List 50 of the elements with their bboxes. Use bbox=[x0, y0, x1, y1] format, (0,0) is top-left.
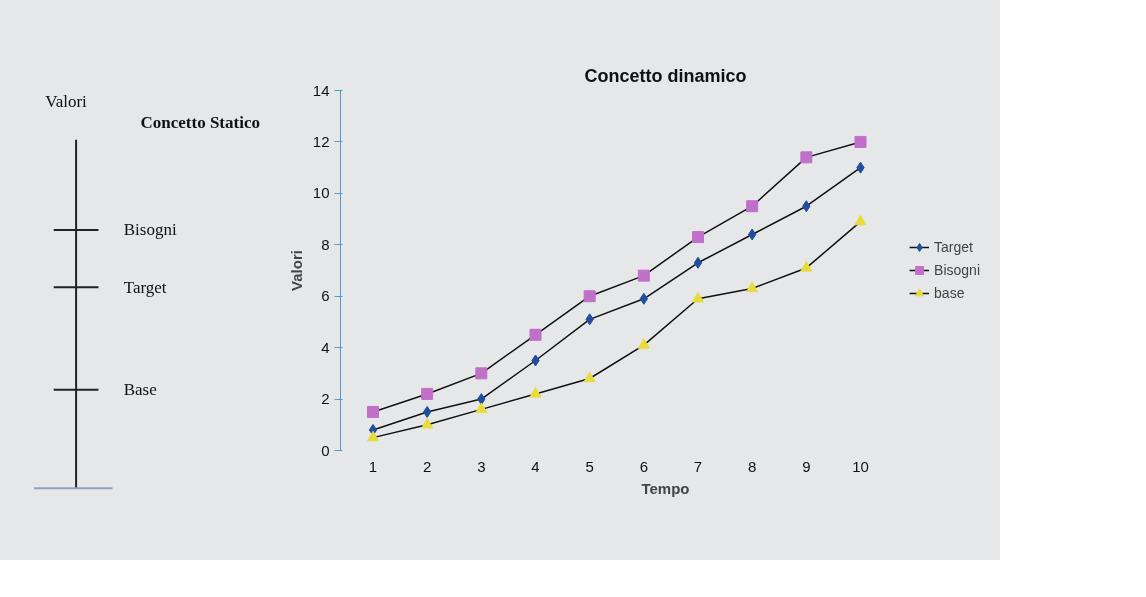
x-tick-label: 4 bbox=[531, 457, 540, 475]
point bbox=[475, 367, 488, 380]
text: Concetto Statico bbox=[140, 112, 260, 132]
point bbox=[800, 261, 813, 272]
x-tick-label: 3 bbox=[477, 457, 486, 475]
point bbox=[854, 214, 867, 226]
y-tick-label: 12 bbox=[312, 132, 330, 150]
x-tick-label: 7 bbox=[693, 457, 703, 475]
legend-label: Target bbox=[934, 239, 973, 255]
point bbox=[421, 387, 434, 400]
x-tick-label: 10 bbox=[852, 457, 869, 475]
y-tick-label: 2 bbox=[321, 390, 330, 408]
text: Base bbox=[123, 380, 157, 400]
x-tick-label: 1 bbox=[368, 457, 378, 475]
point bbox=[800, 151, 813, 164]
text: Bisogni bbox=[123, 220, 177, 240]
point bbox=[693, 256, 703, 269]
point bbox=[692, 231, 704, 244]
y-tick-label: 6 bbox=[321, 287, 330, 305]
y-tick-label: 10 bbox=[312, 184, 330, 202]
y-tick-label: 4 bbox=[321, 338, 330, 356]
x-tick-label: 8 bbox=[748, 457, 757, 475]
point bbox=[637, 338, 650, 349]
point bbox=[854, 135, 867, 148]
point bbox=[529, 387, 542, 398]
x-tick-label: 6 bbox=[639, 457, 649, 475]
x-axis-title: Tempo bbox=[641, 479, 690, 497]
point bbox=[692, 291, 704, 303]
x-tick-label: 2 bbox=[423, 457, 432, 475]
point bbox=[421, 417, 434, 429]
y-tick-label: 0 bbox=[321, 441, 330, 459]
legend-label: base bbox=[934, 285, 965, 301]
y-tick-label: 8 bbox=[321, 235, 330, 253]
point bbox=[583, 290, 596, 303]
point bbox=[637, 269, 650, 282]
point bbox=[746, 200, 759, 213]
chart-title: Concetto dinamico bbox=[584, 65, 747, 86]
point bbox=[367, 405, 379, 418]
text: Target bbox=[123, 277, 167, 297]
x-tick-label: 9 bbox=[802, 457, 811, 475]
x-tick-label: 5 bbox=[585, 457, 594, 475]
point bbox=[746, 281, 759, 293]
y-axis-title: Valori bbox=[287, 250, 305, 291]
point bbox=[583, 371, 596, 383]
point bbox=[367, 430, 379, 442]
point bbox=[529, 328, 542, 341]
text: Valori bbox=[45, 92, 88, 111]
y-tick-label: 14 bbox=[312, 81, 330, 99]
point bbox=[475, 402, 488, 414]
legend-label: Bisogni bbox=[934, 262, 980, 278]
